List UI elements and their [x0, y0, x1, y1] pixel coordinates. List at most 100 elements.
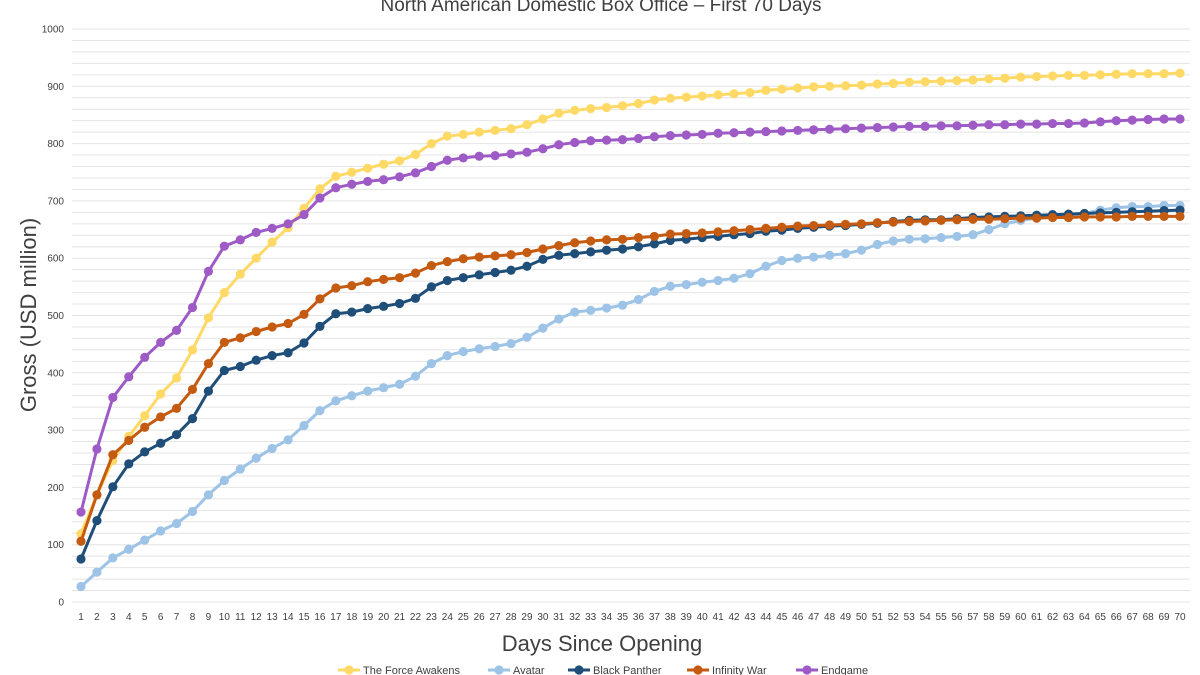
- data-point: [458, 273, 468, 283]
- data-point: [108, 392, 118, 403]
- data-point: [410, 168, 421, 178]
- data-point: [729, 128, 739, 138]
- data-point: [1159, 114, 1169, 124]
- x-tick-label: 63: [1063, 612, 1075, 623]
- data-point: [474, 344, 484, 354]
- data-point: [124, 372, 134, 382]
- x-tick-label: 23: [426, 612, 438, 623]
- data-point: [952, 215, 962, 225]
- data-point: [554, 140, 564, 150]
- y-tick-label: 500: [47, 311, 64, 322]
- data-point: [522, 147, 532, 157]
- x-tick-label: 55: [936, 612, 948, 623]
- data-point: [984, 214, 994, 224]
- x-tick-label: 27: [490, 612, 502, 623]
- y-tick-label: 300: [47, 426, 64, 437]
- data-point: [936, 232, 946, 243]
- data-point: [920, 234, 930, 244]
- data-point: [1000, 120, 1010, 130]
- series-line: [79, 117, 1180, 513]
- data-point: [156, 438, 166, 448]
- data-point: [1032, 71, 1042, 82]
- data-point: [984, 74, 994, 84]
- data-point: [617, 134, 628, 145]
- legend-item: Avatar: [488, 665, 545, 675]
- data-point: [538, 244, 548, 254]
- data-point: [171, 325, 182, 335]
- data-point: [984, 224, 994, 235]
- data-point: [522, 247, 532, 258]
- data-point: [235, 269, 245, 279]
- data-point: [681, 92, 691, 102]
- data-point: [251, 253, 261, 263]
- data-point: [554, 250, 564, 260]
- y-tick-label: 100: [47, 540, 64, 551]
- data-point: [506, 124, 516, 134]
- data-point: [713, 275, 723, 286]
- data-point: [745, 269, 755, 279]
- data-point: [617, 101, 628, 111]
- data-point: [665, 130, 675, 141]
- data-point: [872, 239, 882, 250]
- x-tick-label: 65: [1095, 612, 1107, 623]
- data-point: [729, 89, 739, 99]
- data-point: [203, 386, 214, 396]
- data-point: [1016, 72, 1026, 82]
- data-point: [203, 266, 214, 276]
- data-point: [490, 341, 500, 352]
- data-point: [331, 171, 341, 181]
- data-point: [363, 277, 373, 287]
- data-point: [187, 414, 198, 424]
- x-tick-label: 32: [569, 612, 581, 623]
- data-point: [602, 303, 612, 313]
- data-point: [1127, 115, 1137, 125]
- data-point: [1175, 205, 1185, 215]
- data-point: [76, 581, 86, 592]
- x-tick-label: 3: [110, 612, 116, 623]
- data-point: [251, 227, 261, 238]
- data-point: [840, 81, 851, 91]
- data-point: [824, 124, 835, 134]
- data-point: [761, 126, 771, 137]
- x-tick-label: 67: [1127, 612, 1139, 623]
- x-tick-label: 11: [235, 612, 246, 623]
- data-point: [315, 321, 325, 331]
- data-point: [410, 293, 421, 303]
- data-point: [665, 229, 675, 239]
- data-point: [856, 219, 867, 229]
- data-point: [1063, 70, 1074, 81]
- data-point: [1079, 212, 1090, 222]
- data-point: [522, 332, 532, 342]
- data-point: [315, 294, 325, 304]
- x-tick-label: 12: [251, 612, 263, 623]
- data-point: [363, 304, 373, 314]
- data-point: [586, 236, 596, 246]
- data-point: [968, 230, 978, 240]
- data-point: [474, 252, 484, 262]
- y-tick-label: 400: [47, 368, 64, 379]
- data-point: [1047, 118, 1058, 129]
- x-tick-label: 58: [983, 612, 995, 623]
- data-point: [554, 108, 564, 118]
- data-point: [681, 279, 691, 290]
- data-point: [538, 114, 548, 124]
- data-point: [251, 355, 261, 365]
- data-point: [219, 337, 229, 348]
- data-point: [379, 175, 389, 185]
- x-tick-label: 69: [1159, 612, 1171, 623]
- data-point: [665, 93, 675, 103]
- x-tick-label: 26: [474, 612, 486, 623]
- data-point: [1111, 212, 1121, 222]
- data-point: [347, 281, 357, 291]
- data-point: [1175, 211, 1185, 221]
- data-point: [1063, 212, 1074, 223]
- data-point: [920, 121, 930, 132]
- data-point: [1032, 119, 1042, 129]
- x-tick-label: 64: [1079, 612, 1091, 623]
- data-point: [379, 383, 389, 393]
- data-point: [92, 490, 102, 500]
- data-point: [315, 184, 325, 194]
- x-tick-label: 42: [728, 612, 740, 623]
- data-point: [713, 227, 723, 237]
- data-point: [426, 359, 437, 369]
